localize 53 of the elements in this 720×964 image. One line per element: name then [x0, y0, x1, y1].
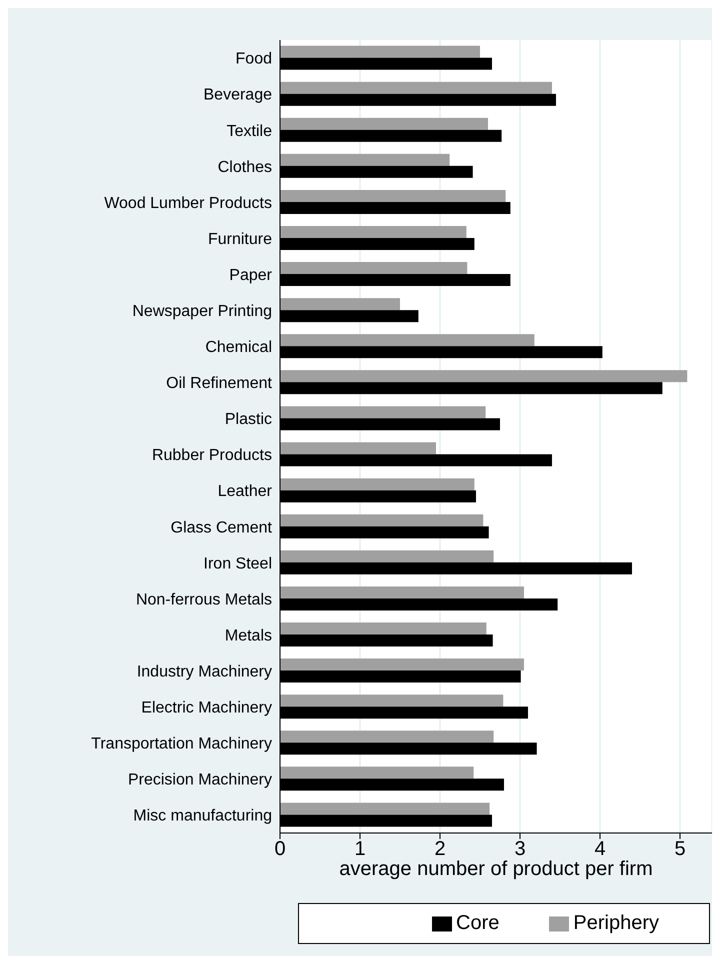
y-tick-label: Rubber Products: [152, 447, 272, 464]
y-tick-label: Metals: [224, 627, 272, 644]
x-tick-label: 4: [594, 838, 606, 860]
y-tick-label: Iron Steel: [204, 555, 272, 572]
y-tick-label: Clothes: [218, 158, 272, 176]
bar: [280, 406, 486, 418]
bar: [280, 442, 436, 454]
y-tick-label: Beverage: [204, 86, 272, 104]
bar: [280, 730, 494, 743]
bar: [280, 766, 474, 779]
x-axis-title: average number of product per firm: [339, 858, 653, 880]
bar: [280, 622, 486, 634]
y-tick-label: Paper: [229, 266, 273, 284]
x-tick-label: 5: [674, 838, 686, 860]
y-tick-label: Misc manufacturing: [133, 808, 272, 825]
legend-label: Core: [456, 912, 500, 934]
y-tick-label: Precision Machinery: [128, 772, 272, 789]
bar: [280, 478, 474, 490]
bar: [280, 550, 494, 562]
bar: [280, 802, 490, 815]
y-tick-label: Plastic: [224, 411, 272, 428]
x-tick-label: 3: [514, 838, 526, 860]
bar: [280, 82, 552, 94]
legend-label: Periphery: [573, 912, 659, 934]
bar: [280, 226, 466, 238]
y-tick-label: Newspaper Printing: [132, 303, 272, 320]
y-tick-label: Chemical: [205, 339, 272, 356]
y-tick-label: Non-ferrous Metals: [136, 591, 272, 608]
bar: [280, 46, 480, 58]
y-tick-label: Oil Refinement: [166, 375, 273, 392]
bar: [280, 298, 400, 310]
bar: [280, 514, 484, 526]
bar: [280, 118, 488, 130]
y-tick-label: Transportation Machinery: [91, 736, 272, 753]
x-tick-label: 1: [354, 838, 366, 860]
bar: [280, 262, 468, 274]
bar: [280, 334, 534, 346]
y-tick-label: Industry Machinery: [136, 663, 272, 680]
y-tick-label: Textile: [226, 122, 272, 140]
y-tick-label: Wood Lumber Products: [104, 194, 272, 212]
y-tick-label: Electric Machinery: [141, 700, 272, 717]
bar: [280, 154, 450, 166]
bar: [280, 658, 524, 671]
bar: [280, 370, 688, 382]
bar: [280, 694, 504, 707]
y-tick-label: Glass Cement: [170, 519, 273, 536]
bar: [280, 586, 524, 598]
x-tick-label: 2: [434, 838, 446, 860]
y-tick-label: Food: [236, 50, 272, 68]
x-tick-label: 0: [274, 838, 286, 860]
bar: [280, 190, 506, 202]
y-tick-label: Furniture: [208, 230, 272, 248]
y-tick-label: Leather: [218, 483, 273, 500]
